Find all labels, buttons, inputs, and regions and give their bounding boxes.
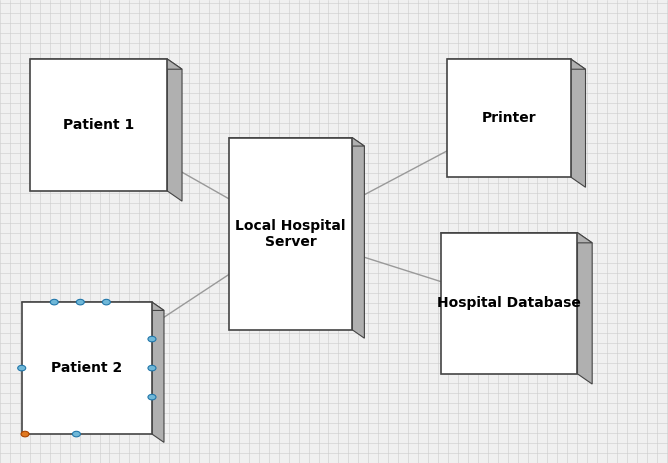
Circle shape <box>76 300 84 305</box>
FancyBboxPatch shape <box>441 232 577 374</box>
Circle shape <box>21 432 29 437</box>
Text: Printer: Printer <box>482 111 536 125</box>
Circle shape <box>148 365 156 371</box>
FancyBboxPatch shape <box>447 59 570 177</box>
Circle shape <box>148 336 156 342</box>
FancyBboxPatch shape <box>21 302 152 434</box>
Polygon shape <box>167 59 182 201</box>
Circle shape <box>50 300 58 305</box>
Polygon shape <box>30 59 182 69</box>
Text: Patient 2: Patient 2 <box>51 361 122 375</box>
Circle shape <box>102 300 110 305</box>
Polygon shape <box>570 59 585 188</box>
Text: Local Hospital
Server: Local Hospital Server <box>235 219 346 249</box>
Polygon shape <box>21 302 164 311</box>
Polygon shape <box>577 232 592 384</box>
Circle shape <box>72 432 80 437</box>
Circle shape <box>17 365 25 371</box>
Text: Patient 1: Patient 1 <box>63 118 134 132</box>
FancyBboxPatch shape <box>228 138 353 330</box>
Polygon shape <box>228 138 365 146</box>
Text: Hospital Database: Hospital Database <box>437 296 581 310</box>
Circle shape <box>148 394 156 400</box>
FancyBboxPatch shape <box>30 59 167 191</box>
Polygon shape <box>353 138 365 338</box>
Polygon shape <box>447 59 585 69</box>
Polygon shape <box>441 232 592 243</box>
Polygon shape <box>152 302 164 443</box>
